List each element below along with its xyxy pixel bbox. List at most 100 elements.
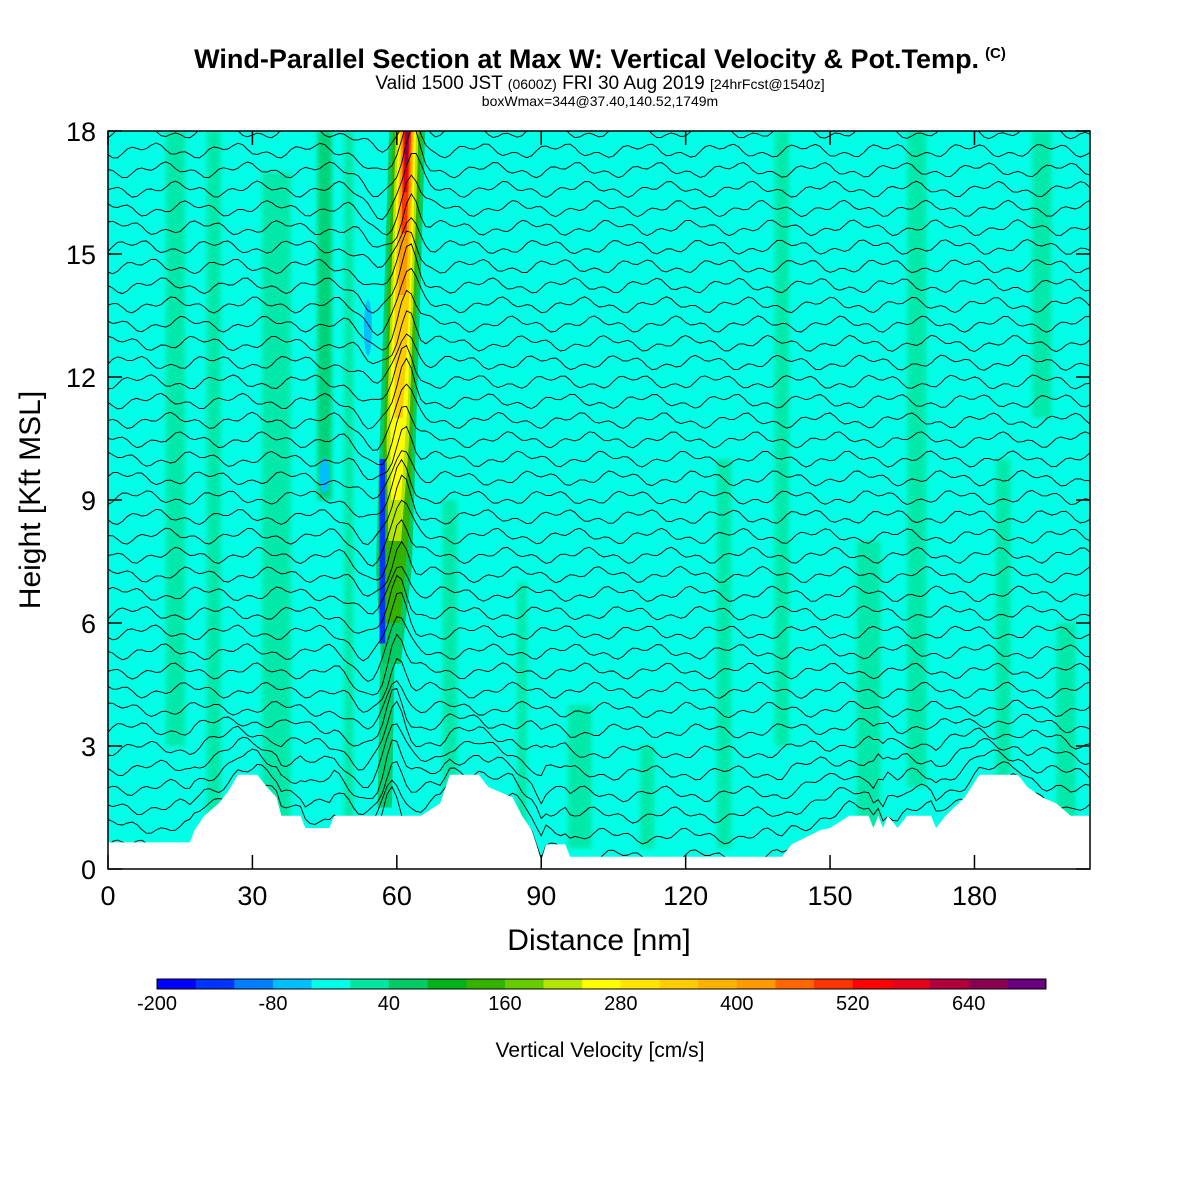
y-tick-label: 6: [81, 609, 96, 639]
isentrope-line: [108, 425, 1090, 481]
streak-band: [442, 500, 457, 849]
y-axis: 0 3 6 9 12 15 18: [66, 117, 1090, 885]
isentrope-line: [108, 773, 1090, 845]
y-tick-label: 18: [66, 117, 96, 147]
streak-band: [343, 131, 354, 849]
valid-date: FRI 30 Aug 2019: [562, 73, 705, 94]
isentrope-line: [108, 131, 1090, 197]
downdraft-patch: [319, 457, 330, 494]
chart-title: Wind-Parallel Section at Max W: Vertical…: [0, 44, 1200, 75]
isentrope-line: [108, 687, 1090, 747]
colorbar-label: 520: [836, 993, 869, 1015]
y-tick-label: 9: [81, 486, 96, 516]
colorbar-swatch: [582, 979, 622, 989]
isentrope-line: [108, 357, 1090, 430]
isentrope-line: [108, 633, 1090, 696]
weak-updraft-streaks: [165, 131, 1076, 849]
x-tick-label: 120: [663, 881, 708, 911]
colorbar-swatch: [698, 979, 738, 989]
x-axis: 0 30 60 90 120 150 180: [100, 131, 997, 911]
y-tick-label: 3: [81, 732, 96, 762]
streak-band: [1032, 131, 1052, 418]
streak-band: [206, 131, 222, 849]
isentrope-line: [108, 310, 1090, 365]
streak-band: [996, 459, 1011, 849]
colorbar-swatch: [930, 979, 970, 989]
isentrope-line: [108, 333, 1090, 384]
isentrope-line: [108, 540, 1090, 597]
streak-band: [262, 172, 291, 849]
isentrope-line: [108, 344, 1090, 402]
plot-area: [108, 131, 1090, 869]
isentrope-line: [108, 405, 1090, 465]
y-tick-label: 12: [66, 363, 96, 393]
isentrope-line: [108, 217, 1090, 268]
y-tick-label: 0: [81, 855, 96, 885]
x-tick-label: 180: [952, 881, 997, 911]
colorbar-label: 400: [720, 993, 753, 1015]
colorbar-swatch: [427, 979, 467, 989]
colorbar-swatch: [504, 979, 545, 989]
x-tick-label: 0: [100, 881, 115, 911]
colorbar-swatch: [814, 979, 854, 989]
colorbar-swatch: [736, 979, 776, 989]
colorbar-title: Vertical Velocity [cm/s]: [496, 1039, 705, 1062]
x-tick-label: 60: [382, 881, 412, 911]
x-tick-label: 90: [526, 881, 556, 911]
potential-temperature-contours: [108, 131, 1090, 865]
colorbar-swatch: [852, 979, 892, 989]
streak-band: [716, 459, 732, 849]
colorbar-label: -200: [137, 993, 177, 1015]
isentrope-line: [108, 131, 1090, 171]
isentrope-line: [108, 174, 1090, 236]
streak-band: [907, 131, 927, 787]
colorbar-label: 160: [488, 993, 521, 1015]
isentrope-line: [108, 761, 1090, 824]
streak-band: [317, 131, 332, 500]
streak-band: [567, 705, 592, 849]
streak-band: [774, 131, 790, 746]
box-max-info: boxWmax=344@37.40,140.52,1749m: [481, 93, 719, 109]
colorbar-swatch: [775, 979, 815, 989]
colorbar-swatch: [388, 979, 429, 989]
isentrope-line: [108, 383, 1090, 451]
colorbar-frame: [156, 978, 1047, 990]
isentrope-line: [108, 289, 1090, 351]
updraft-core: [376, 131, 426, 808]
y-tick-label: 15: [66, 240, 96, 270]
x-tick-label: 30: [237, 881, 267, 911]
colorbar-swatch: [891, 979, 931, 989]
colorbar-label: -80: [259, 993, 288, 1015]
y-axis-title: Height [Kft MSL]: [14, 391, 47, 609]
colorbar-label: 640: [952, 993, 985, 1015]
colorbar-swatch: [273, 979, 313, 989]
isentrope-line: [108, 566, 1090, 615]
isentrope-line: [108, 450, 1090, 500]
forecast-info: [24hrFcst@1540z]: [709, 76, 825, 92]
terrain-mask: [108, 774, 1090, 869]
isentrope-line: [108, 131, 1090, 153]
copyright-mark: (C): [985, 45, 1006, 62]
isentrope-line: [108, 474, 1090, 546]
isentrope-line: [108, 192, 1090, 248]
colorbar-swatch: [968, 979, 1008, 989]
title-text: Wind-Parallel Section at Max W: Vertical…: [194, 44, 980, 74]
isentrope-line: [108, 499, 1090, 567]
colorbar: -200 -80 40 160 280 400 520 640: [137, 978, 1047, 1015]
isentrope-line: [108, 700, 1090, 771]
isentrope-line: [108, 657, 1090, 713]
streak-band: [639, 746, 655, 849]
isentrope-line: [108, 591, 1090, 662]
colorbar-swatch: [195, 979, 235, 989]
isentrope-line: [108, 616, 1090, 683]
isentrope-line: [108, 739, 1090, 805]
colorbar-swatch: [620, 979, 660, 989]
colorbar-swatch: [659, 979, 699, 989]
colorbar-swatch: [1007, 979, 1047, 989]
colorbar-label: 280: [604, 993, 637, 1015]
x-axis-title: Distance [nm]: [507, 924, 690, 957]
isentrope-line: [108, 518, 1090, 581]
x-tick-label: 150: [808, 881, 853, 911]
isentrope-line: [108, 243, 1090, 314]
